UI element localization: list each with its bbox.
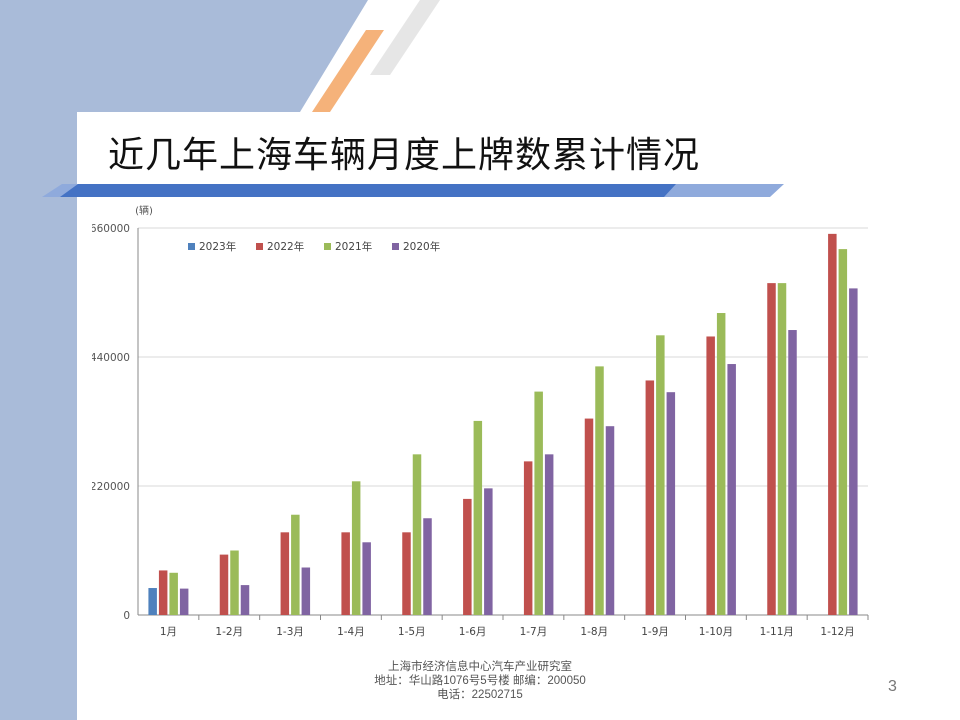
bar bbox=[484, 488, 493, 615]
x-tick-label: 1-11月 bbox=[760, 626, 794, 638]
footer-address: 地址：华山路1076号5号楼 邮编：200050 bbox=[374, 675, 586, 687]
slide-title: 近几年上海车辆月度上牌数累计情况 bbox=[108, 135, 701, 176]
legend-label: 2023年 bbox=[199, 240, 236, 253]
y-tick-label: 0 bbox=[123, 610, 130, 622]
x-tick-label: 1-3月 bbox=[276, 626, 304, 638]
bar bbox=[473, 420, 483, 615]
y-tick-label: 440000 bbox=[92, 352, 130, 364]
bar bbox=[666, 392, 676, 615]
x-tick-label: 1-8月 bbox=[580, 626, 608, 638]
bar bbox=[595, 366, 604, 615]
bar bbox=[219, 554, 229, 615]
left-band bbox=[0, 0, 77, 720]
bar bbox=[645, 380, 655, 615]
gray-stripe bbox=[370, 0, 440, 75]
bar bbox=[402, 532, 411, 615]
title-rule-dark bbox=[60, 184, 676, 197]
footer-org: 上海市经济信息中心汽车产业研究室 bbox=[388, 661, 572, 673]
bar bbox=[727, 364, 736, 615]
x-tick-label: 1-7月 bbox=[520, 626, 548, 638]
legend-label: 2022年 bbox=[267, 240, 304, 253]
bar bbox=[341, 532, 350, 615]
bar bbox=[158, 570, 168, 615]
page-number: 3 bbox=[888, 678, 897, 695]
x-tick-label: 1月 bbox=[160, 626, 177, 638]
y-tick-label: 660000 bbox=[92, 223, 130, 235]
y-tick-label: 220000 bbox=[92, 481, 130, 493]
footer: 上海市经济信息中心汽车产业研究室 地址：华山路1076号5号楼 邮编：20005… bbox=[340, 660, 620, 702]
bar bbox=[523, 461, 533, 615]
x-tick-label: 1-10月 bbox=[699, 626, 733, 638]
bar bbox=[412, 454, 422, 615]
x-tick-label: 1-4月 bbox=[337, 626, 365, 638]
bar bbox=[767, 283, 776, 615]
orange-stripe bbox=[312, 30, 384, 112]
legend-swatch bbox=[324, 243, 331, 250]
bar bbox=[544, 454, 554, 615]
bar bbox=[777, 283, 787, 615]
legend-label: 2020年 bbox=[403, 240, 440, 253]
bar bbox=[148, 588, 157, 615]
legend-swatch bbox=[188, 243, 195, 250]
bar bbox=[849, 288, 858, 615]
bar bbox=[362, 542, 371, 615]
bar bbox=[828, 233, 837, 615]
bar bbox=[351, 481, 361, 615]
bar bbox=[280, 532, 290, 615]
x-tick-label: 1-12月 bbox=[820, 626, 854, 638]
bar bbox=[240, 585, 250, 615]
bar bbox=[423, 518, 432, 615]
bar bbox=[605, 426, 615, 615]
chart-area: (辆) 0 220000 440000 660000 1月 1-2月 1-3月 1-4月 1-5月… bbox=[92, 200, 882, 648]
bar bbox=[463, 498, 472, 615]
bar bbox=[230, 550, 239, 615]
bar bbox=[179, 588, 189, 615]
y-unit-label: (辆) bbox=[135, 204, 153, 217]
legend-swatch bbox=[392, 243, 399, 250]
footer-phone: 电话：22502715 bbox=[437, 689, 523, 701]
bar bbox=[838, 249, 848, 615]
bar bbox=[788, 330, 797, 615]
x-tick-label: 1-6月 bbox=[459, 626, 487, 638]
bar bbox=[301, 567, 311, 615]
legend-swatch bbox=[256, 243, 263, 250]
bar bbox=[656, 335, 665, 615]
bar bbox=[716, 313, 726, 615]
bar bbox=[584, 418, 594, 615]
legend-label: 2021年 bbox=[335, 240, 372, 253]
x-tick-label: 1-9月 bbox=[641, 626, 669, 638]
x-tick-label: 1-5月 bbox=[398, 626, 426, 638]
x-tick-label: 1-2月 bbox=[215, 626, 243, 638]
bar bbox=[169, 572, 178, 615]
bar bbox=[291, 514, 300, 615]
top-band bbox=[0, 0, 368, 112]
bar-chart: (辆) 0 220000 440000 660000 1月 1-2月 1-3月 1-4月 1-5月… bbox=[92, 204, 869, 638]
bar bbox=[534, 391, 543, 615]
bar bbox=[706, 336, 715, 615]
